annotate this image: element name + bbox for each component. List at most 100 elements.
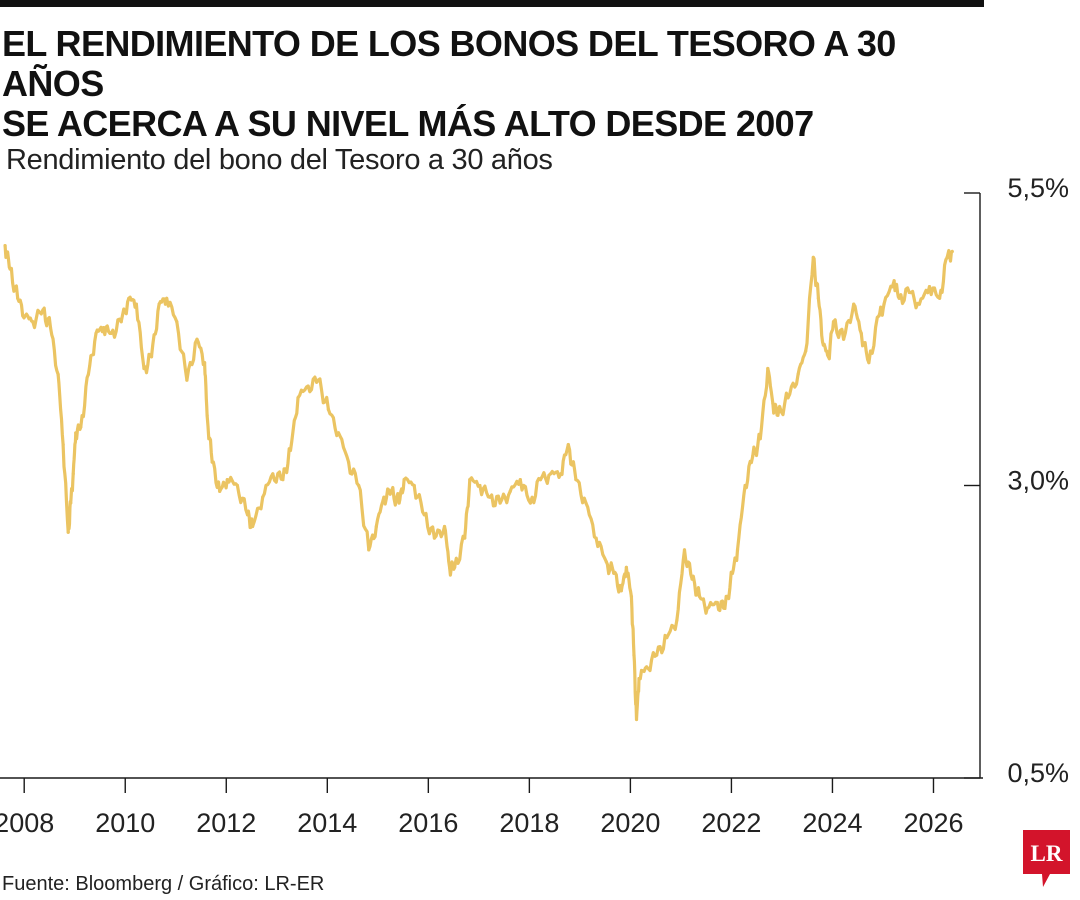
data-point <box>715 600 719 605</box>
data-point <box>682 548 687 552</box>
data-point <box>604 559 608 564</box>
data-point <box>31 320 35 324</box>
data-point <box>705 606 709 610</box>
data-point <box>584 501 588 505</box>
data-point <box>559 472 563 476</box>
headline-line-1: EL RENDIMIENTO DE LOS BONOS DEL TESORO A… <box>2 23 896 104</box>
data-point <box>804 349 808 353</box>
data-point <box>74 431 78 435</box>
x-tick-label: 2012 <box>196 808 256 838</box>
data-point <box>723 606 727 610</box>
lr-logo-text: LR <box>1031 841 1063 866</box>
data-point <box>165 296 169 300</box>
data-point <box>157 302 161 306</box>
data-point <box>326 407 330 412</box>
data-point <box>882 302 886 306</box>
data-point <box>142 366 146 371</box>
data-point <box>796 372 800 376</box>
data-point <box>447 565 452 570</box>
data-point <box>119 320 123 324</box>
top-rule <box>0 0 984 7</box>
data-point <box>218 489 222 493</box>
data-point <box>786 396 790 400</box>
data-point <box>468 478 472 482</box>
data-point <box>288 448 293 452</box>
data-point <box>281 478 285 482</box>
data-point <box>402 478 406 482</box>
data-point <box>185 378 189 382</box>
y-tick-label: 3,0% <box>1007 466 1069 496</box>
data-point <box>518 478 522 482</box>
x-tick-label: 2020 <box>600 808 660 838</box>
data-point <box>66 530 70 534</box>
data-point <box>3 244 7 248</box>
data-point <box>937 296 942 300</box>
data-point <box>665 636 669 640</box>
data-point <box>8 267 12 271</box>
data-point <box>397 501 401 505</box>
data-point <box>56 372 60 376</box>
data-point <box>245 513 250 517</box>
data-point <box>594 536 598 540</box>
data-point <box>195 337 199 341</box>
headline-line-2: SE ACERCA A SU NIVEL MÁS ALTO DESDE 2007 <box>2 103 814 144</box>
data-point <box>751 454 755 458</box>
source-credit: Fuente: Bloomberg / Gráfico: LR-ER <box>2 873 325 895</box>
data-point <box>23 314 27 318</box>
data-point <box>498 501 502 505</box>
data-point <box>877 314 881 318</box>
headline: EL RENDIMIENTO DE LOS BONOS DEL TESORO A… <box>2 24 1002 144</box>
x-tick-label: 2022 <box>701 808 761 838</box>
data-point <box>619 589 623 593</box>
lr-logo-mark <box>1023 830 1070 887</box>
data-point <box>488 495 492 499</box>
data-point <box>766 366 770 371</box>
data-point <box>859 331 863 335</box>
data-point <box>632 653 636 657</box>
data-point <box>655 653 659 657</box>
data-point <box>574 478 578 482</box>
data-point <box>16 296 20 300</box>
data-point <box>743 483 747 488</box>
data-point <box>101 325 106 330</box>
x-tick-label: 2016 <box>398 808 458 838</box>
x-tick-label: 2010 <box>95 808 155 838</box>
data-point <box>690 577 694 581</box>
y-tick-label: 0,5% <box>1007 758 1069 788</box>
data-point <box>175 320 179 324</box>
y-tick-label: 5,5% <box>1007 173 1069 203</box>
data-point <box>250 524 255 529</box>
x-tick-label: 2018 <box>499 808 559 838</box>
data-point <box>897 296 901 300</box>
data-point <box>202 361 207 365</box>
data-point <box>892 279 896 283</box>
data-point <box>261 495 265 499</box>
data-point <box>549 472 553 476</box>
data-point <box>422 513 426 517</box>
data-point <box>296 396 300 400</box>
data-point <box>917 302 921 306</box>
data-point <box>205 413 209 417</box>
x-tick-label: 2008 <box>0 808 54 838</box>
data-point <box>346 460 351 464</box>
data-point <box>86 372 91 376</box>
data-point <box>79 425 83 429</box>
data-point <box>538 478 543 482</box>
line-chart: 5,5% 3,0% 0,5% 2008 2010 2012 2014 2016 2018 2020… <box>0 173 1069 838</box>
data-point <box>271 472 275 476</box>
data-point <box>821 343 826 347</box>
data-point <box>127 296 131 300</box>
data-point <box>71 472 75 476</box>
data-point <box>367 548 371 552</box>
data-point <box>134 302 138 306</box>
data-point <box>41 308 45 312</box>
data-point <box>69 501 73 505</box>
data-point <box>316 378 320 382</box>
data-point <box>624 565 628 570</box>
data-point <box>927 285 932 289</box>
data-point <box>109 331 113 335</box>
data-point <box>61 442 65 447</box>
data-point <box>336 431 341 435</box>
data-point <box>382 495 386 499</box>
data-point <box>389 489 394 493</box>
